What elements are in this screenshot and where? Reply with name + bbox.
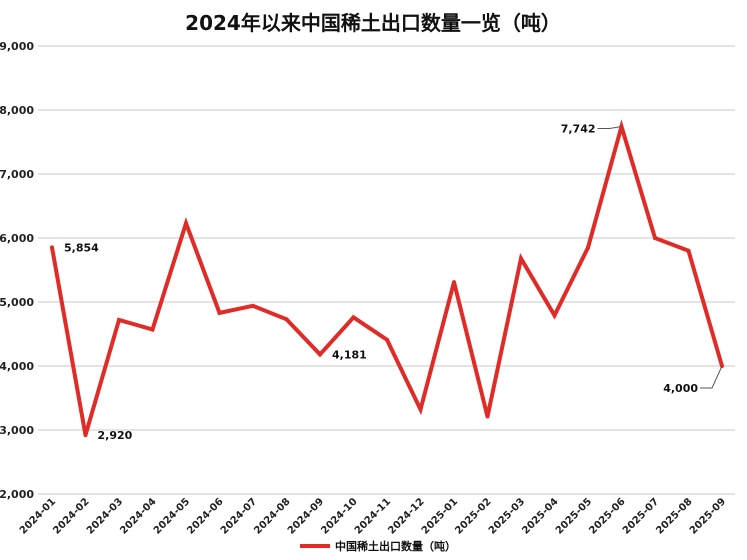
y-tick-label: 6,000 [0, 232, 34, 245]
data-point [586, 245, 590, 250]
data-point [418, 407, 423, 412]
data-point [619, 124, 624, 129]
data-point [653, 236, 657, 240]
y-axis-ticks: 2,000 3,000 4,000 5,000 6,000 7,000 8,000 9,000 [0, 40, 34, 501]
y-tick-label: 3,000 [0, 424, 34, 437]
data-point [552, 313, 557, 318]
y-tick-label: 4,000 [0, 360, 34, 373]
y-tick-label: 5,000 [0, 296, 34, 309]
label-leader-line [597, 126, 622, 130]
chart-title: 2024年以来中国稀土出口数量一览（吨） [185, 11, 561, 35]
legend-label: 中国稀土出口数量（吨） [335, 539, 456, 553]
x-axis-ticks: 2024-012024-022024-032024-042024-052024-… [18, 496, 728, 536]
data-point [385, 337, 389, 342]
y-tick-label: 2,000 [0, 488, 34, 501]
data-point [117, 317, 121, 322]
data-point [50, 245, 54, 250]
y-tick-label: 9,000 [0, 40, 34, 53]
legend: 中国稀土出口数量（吨） [300, 539, 456, 553]
data-label: 7,742 [561, 123, 596, 136]
data-point [485, 414, 490, 419]
series-line [50, 119, 724, 436]
data-point [184, 221, 188, 226]
label-leader-line [700, 365, 723, 389]
data-point [519, 256, 523, 261]
data-point [83, 433, 88, 438]
y-tick-label: 7,000 [0, 168, 34, 181]
data-label: 5,854 [64, 241, 99, 254]
data-point [150, 327, 155, 332]
data-labels: 5,854 2,920 4,181 7,742 4,000 [64, 123, 723, 442]
data-point [284, 317, 289, 322]
x-tick-label: 2025-09 [688, 496, 728, 536]
data-point [318, 352, 322, 357]
data-label: 4,000 [663, 382, 698, 395]
data-point [217, 310, 222, 315]
gridlines [38, 45, 735, 495]
series-layer [50, 119, 724, 438]
data-label: 2,920 [98, 429, 133, 442]
y-tick-label: 8,000 [0, 104, 34, 117]
data-point [452, 280, 456, 285]
data-point [351, 315, 356, 320]
data-point [251, 303, 255, 308]
data-label: 4,181 [332, 348, 367, 361]
data-point [686, 248, 691, 253]
